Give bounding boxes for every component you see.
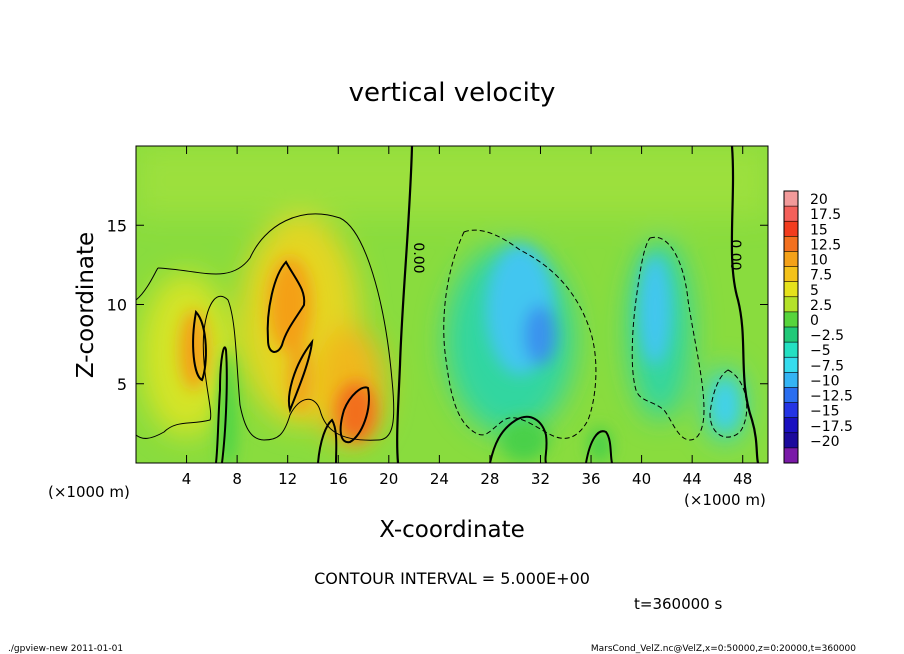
colorbar-swatch — [784, 372, 798, 388]
colorbar-label: 10 — [810, 253, 828, 269]
colorbar-label: 17.5 — [810, 207, 841, 223]
x-tick-label: 48 — [733, 470, 752, 488]
x-tick-label: 36 — [581, 470, 600, 488]
x-axis-label: X-coordinate — [379, 517, 525, 543]
colorbar-swatch — [784, 296, 798, 313]
colorbar-label: 0 — [810, 313, 819, 329]
y-tick-label: 5 — [117, 375, 127, 394]
colorbar-label: 7.5 — [810, 268, 832, 284]
colorbar-swatch — [784, 327, 798, 343]
colorbar-label: 2.5 — [810, 298, 832, 314]
x-unit-left: (×1000 m) — [48, 483, 130, 501]
x-tick-label: 12 — [278, 470, 297, 488]
colorbar-swatch — [784, 251, 798, 268]
colorbar-swatch — [784, 342, 798, 358]
colorbar-swatch — [784, 402, 798, 419]
colorbar-label: 15 — [810, 222, 828, 238]
colorbar-swatch — [784, 206, 798, 222]
colorbar-label: −10 — [810, 373, 840, 389]
colorbar-label: 5 — [810, 283, 819, 299]
colorbar-swatch — [784, 432, 798, 449]
colorbar-swatch — [784, 357, 798, 373]
filled-field — [136, 146, 768, 463]
colorbar-swatch — [784, 281, 798, 298]
colorbar-swatch — [784, 447, 798, 464]
colorbar-label: −20 — [810, 434, 840, 450]
chart-title: vertical velocity — [349, 78, 556, 108]
colorbar-swatch — [784, 236, 798, 252]
contour-label: 0.00 — [727, 239, 743, 270]
x-tick-label: 24 — [430, 470, 449, 488]
contour-lines — [136, 146, 760, 463]
x-tick-label: 20 — [379, 470, 398, 488]
y-axis-label: Z-coordinate — [73, 232, 99, 378]
colorbar-swatch — [784, 417, 798, 434]
x-tick-label: 44 — [683, 470, 702, 488]
colorbar-swatch — [784, 387, 798, 404]
footer-left: ./gpview-new 2011-01-01 — [8, 644, 123, 654]
colorbar-label: −7.5 — [810, 358, 844, 374]
y-tick-label: 10 — [107, 296, 127, 315]
x-tick-label: 4 — [182, 470, 192, 488]
colorbar-label: 20 — [810, 192, 828, 208]
y-axis: 5 10 15 — [107, 216, 768, 394]
x-tick-label: 40 — [632, 470, 651, 488]
x-unit-right: (×1000 m) — [684, 491, 766, 509]
contour-label: 0.00 — [410, 242, 426, 273]
colorbar-label: −5 — [810, 343, 831, 359]
colorbar-label: −15 — [810, 404, 840, 420]
x-tick-label: 28 — [480, 470, 499, 488]
colorbar-label: 12.5 — [810, 237, 841, 253]
colorbar: 2017.51512.5107.552.50−2.5−5−7.5−10−12.5… — [783, 190, 853, 464]
colorbar-swatch — [784, 191, 798, 207]
colorbar-label: −12.5 — [810, 389, 853, 405]
colorbar-label: −2.5 — [810, 328, 844, 344]
contour-interval: CONTOUR INTERVAL = 5.000E+00 — [314, 569, 590, 588]
colorbar-label: −17.5 — [810, 419, 853, 435]
y-tick-label: 15 — [107, 216, 127, 235]
colorbar-swatch — [784, 266, 798, 283]
colorbar-swatch — [784, 311, 798, 328]
footer-right: MarsCond_VelZ.nc@VelZ,x=0:50000,z=0:2000… — [591, 644, 856, 654]
x-tick-label: 8 — [232, 470, 242, 488]
colorbar-swatch — [784, 221, 798, 237]
x-tick-label: 16 — [329, 470, 348, 488]
x-axis: 4 8 12 16 20 24 28 32 36 40 44 48 — [182, 146, 752, 488]
x-tick-label: 32 — [531, 470, 550, 488]
time-label: t=360000 s — [634, 595, 722, 613]
